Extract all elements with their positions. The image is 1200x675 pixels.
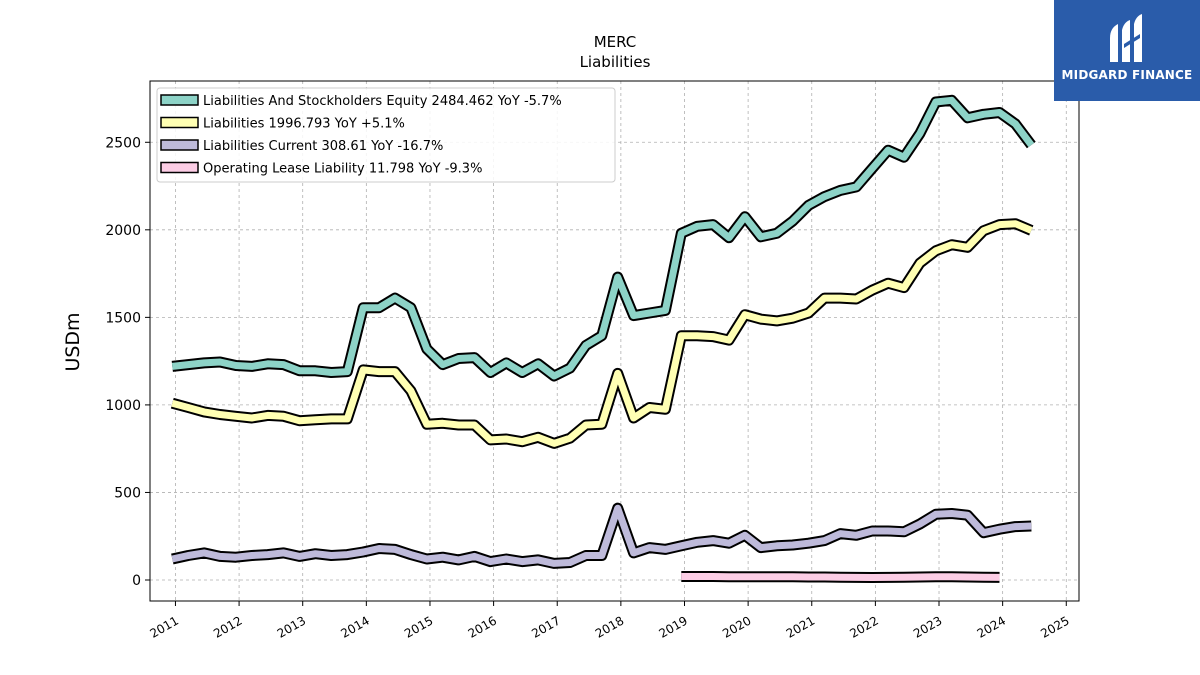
legend-swatch — [160, 116, 199, 129]
y-tick-label: 500 — [114, 485, 141, 501]
series-line-0 — [171, 96, 1035, 380]
legend-entry-label: Liabilities Current 308.61 YoY -16.7% — [203, 139, 443, 154]
x-tick-label: 2022 — [847, 613, 880, 640]
y-tick-label: 1000 — [105, 398, 141, 414]
series-line-3 — [681, 573, 1000, 581]
y-tick-label: 2000 — [105, 223, 141, 239]
midgard-finance-logo: MIDGARD FINANCE — [1054, 0, 1200, 101]
x-tick-label: 2023 — [911, 613, 944, 640]
x-tick-label: 2021 — [784, 613, 817, 640]
x-tick-label: 2018 — [593, 613, 626, 640]
logo-text: MIDGARD FINANCE — [1061, 68, 1193, 82]
x-tick-label: 2013 — [275, 613, 308, 640]
x-tick-label: 2015 — [402, 613, 435, 640]
legend-swatch — [160, 161, 199, 174]
chart-subtitle: Liabilities — [580, 53, 651, 71]
legend: Liabilities And Stockholders Equity 2484… — [156, 87, 616, 183]
y-tick-label: 0 — [132, 573, 141, 589]
x-tick-label: 2014 — [338, 613, 371, 640]
legend-entry-label: Liabilities 1996.793 YoY +5.1% — [203, 117, 405, 132]
x-tick-label: 2011 — [147, 613, 180, 640]
series-line-1 — [171, 220, 1033, 447]
midgard-logo-icon — [1110, 14, 1142, 62]
x-tick-label: 2016 — [466, 613, 499, 640]
chart-title: MERC — [594, 33, 637, 51]
y-tick-label: 2500 — [105, 135, 141, 151]
legend-entry-label: Liabilities And Stockholders Equity 2484… — [203, 94, 562, 109]
legend-box — [156, 87, 616, 183]
axis-ticks: 0 500 1000 1500 2000 2500 2011 2012 2013 2014 2015… — [105, 135, 1071, 641]
x-tick-label: 2020 — [720, 613, 753, 640]
plot-frame — [149, 80, 1080, 602]
x-tick-label: 2025 — [1038, 613, 1071, 640]
x-tick-label: 2012 — [211, 613, 244, 640]
y-axis-label: USDm — [62, 312, 84, 371]
x-tick-label: 2024 — [975, 613, 1008, 640]
legend-swatch — [160, 139, 199, 151]
y-tick-label: 1500 — [105, 310, 141, 326]
series-line-2 — [171, 504, 1032, 567]
series-lines — [170, 94, 1036, 583]
x-tick-label: 2017 — [529, 613, 562, 640]
legend-swatch — [160, 94, 199, 106]
legend-entry-label: Operating Lease Liability 11.798 YoY -9.… — [203, 162, 482, 177]
x-tick-label: 2019 — [657, 613, 690, 640]
